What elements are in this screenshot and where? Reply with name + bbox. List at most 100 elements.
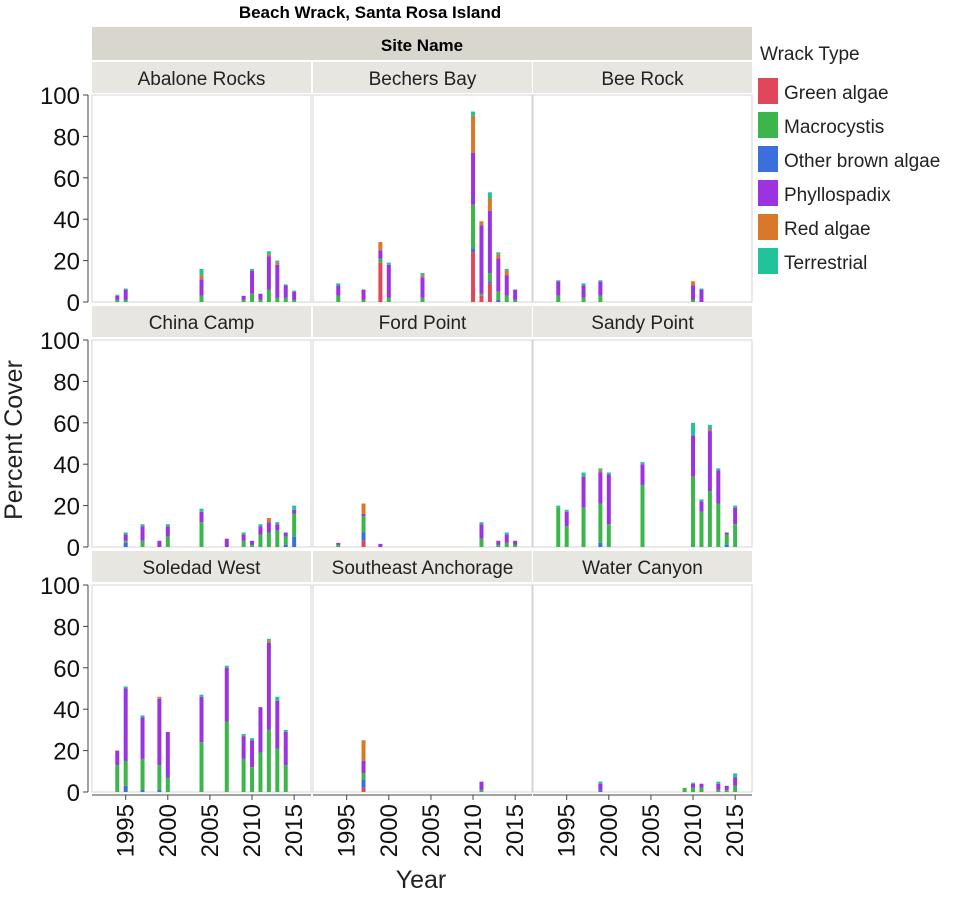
bar-segment-phyllospadix-china-camp-2011 — [258, 526, 263, 535]
bar-abalone-rocks-2014 — [283, 284, 288, 302]
bar-sandy-point-2015 — [733, 505, 738, 547]
panel-title-sandy-point: Sandy Point — [591, 313, 694, 334]
x-tick-label: 1995 — [554, 804, 581, 857]
bar-segment-other-brown-algae-bechers-bay-2010 — [471, 248, 476, 253]
panel-abalone-rocks: Abalone Rocks 0 20 40 60 80 100 — [40, 62, 312, 317]
bar-segment-other-brown-algae-sandy-point-2014 — [724, 544, 729, 547]
bar-segment-macrocystis-china-camp-2013 — [275, 530, 280, 547]
bar-segment-red-algae-soledad-west-2012 — [266, 640, 271, 643]
bar-bechers-bay-1994 — [336, 283, 341, 302]
bar-segment-phyllospadix-abalone-rocks-1995 — [123, 289, 128, 300]
bar-segment-phyllospadix-water-canyon-2014 — [724, 785, 729, 790]
bar-segment-phyllospadix-abalone-rocks-2009 — [241, 295, 246, 300]
y-tick-label: 100 — [40, 328, 80, 355]
bar-segment-phyllospadix-abalone-rocks-1994 — [115, 295, 120, 300]
panel-bechers-bay: Bechers Bay — [312, 62, 533, 303]
plot-area-water-canyon — [532, 584, 753, 793]
x-tick-label: 2010 — [239, 804, 266, 857]
legend-swatch-other-brown-algae — [758, 146, 778, 172]
bar-china-camp-2009 — [241, 532, 246, 547]
y-tick-label: 100 — [40, 83, 80, 110]
bar-segment-macrocystis-bee-rock-1994 — [556, 295, 561, 302]
bar-sandy-point-1999 — [598, 468, 603, 547]
bar-segment-terrestrial-bechers-bay-1994 — [336, 283, 341, 286]
bar-segment-phyllospadix-bee-rock-2010 — [691, 285, 696, 300]
y-tick-label: 0 — [67, 290, 80, 317]
bar-bechers-bay-2011 — [479, 221, 484, 302]
panel-title-china-camp: China Camp — [149, 313, 255, 334]
panel-title-southeast-anchorage: Southeast Anchorage — [332, 558, 514, 579]
bar-segment-macrocystis-abalone-rocks-2012 — [266, 289, 271, 302]
bar-soledad-west-2000 — [165, 731, 170, 792]
bar-segment-phyllospadix-china-camp-2015 — [292, 509, 297, 514]
bar-segment-macrocystis-china-camp-1997 — [140, 540, 145, 547]
panel-header-abalone-rocks — [92, 62, 311, 93]
bar-abalone-rocks-2012 — [266, 251, 271, 302]
panel-southeast-anchorage: Southeast Anchorage 1995 2000 2005 2010 2015 — [312, 551, 533, 857]
bar-segment-terrestrial-water-canyon-2010 — [691, 782, 696, 784]
bar-segment-macrocystis-abalone-rocks-2015 — [292, 299, 297, 302]
bar-segment-macrocystis-china-camp-2012 — [266, 532, 271, 547]
bar-water-canyon-2013 — [716, 781, 721, 792]
bar-ford-point-2014 — [504, 532, 509, 547]
bar-segment-phyllospadix-abalone-rocks-2013 — [275, 264, 280, 298]
bar-segment-phyllospadix-sandy-point-2004 — [640, 464, 645, 485]
bar-segment-macrocystis-bechers-bay-2011 — [479, 293, 484, 296]
bar-segment-macrocystis-sandy-point-1995 — [564, 526, 569, 547]
panel-header-bee-rock — [533, 62, 752, 93]
bar-segment-red-algae-abalone-rocks-2013 — [275, 262, 280, 265]
bar-segment-terrestrial-bee-rock-1997 — [581, 283, 586, 286]
x-axis-title: Year — [396, 866, 447, 892]
bar-segment-terrestrial-bechers-bay-2010 — [471, 111, 476, 116]
bar-abalone-rocks-2010 — [250, 268, 255, 302]
y-tick-label: 40 — [53, 697, 80, 724]
y-tick-label: 40 — [53, 207, 80, 234]
chart-title: Beach Wrack, Santa Rosa Island — [239, 3, 501, 22]
panels-layer: Abalone Rocks 0 20 40 60 80 100 Bechers Bay Bee … — [40, 62, 753, 857]
bar-segment-phyllospadix-china-camp-2014 — [283, 532, 288, 537]
bar-segment-phyllospadix-abalone-rocks-2011 — [258, 293, 263, 300]
bar-segment-other-brown-algae-sandy-point-1999 — [598, 542, 603, 547]
bar-segment-phyllospadix-china-camp-2000 — [165, 526, 170, 537]
bar-segment-other-brown-algae-soledad-west-1999 — [157, 789, 162, 792]
bar-abalone-rocks-2015 — [292, 290, 297, 302]
bar-segment-phyllospadix-ford-point-1999 — [378, 543, 383, 547]
bar-segment-phyllospadix-bee-rock-2011 — [699, 289, 704, 302]
legend-title: Wrack Type — [760, 44, 860, 65]
bar-segment-terrestrial-sandy-point-2013 — [716, 468, 721, 471]
bar-china-camp-1999 — [157, 540, 162, 547]
bar-segment-phyllospadix-soledad-west-2007 — [224, 667, 229, 722]
bar-sandy-point-1997 — [581, 472, 586, 547]
plot-area-ford-point — [312, 339, 533, 548]
bar-segment-red-algae-soledad-west-1999 — [157, 696, 162, 699]
bar-segment-terrestrial-soledad-west-2012 — [266, 638, 271, 641]
bar-ford-point-1997 — [361, 503, 366, 547]
bar-segment-terrestrial-china-camp-2011 — [258, 524, 263, 527]
bar-soledad-west-2010 — [250, 738, 255, 792]
bar-sandy-point-2000 — [606, 472, 611, 547]
bar-segment-phyllospadix-ford-point-1994 — [336, 542, 341, 545]
bar-segment-macrocystis-abalone-rocks-2011 — [258, 299, 263, 302]
bar-segment-macrocystis-bechers-bay-2015 — [513, 299, 518, 302]
bar-segment-terrestrial-water-canyon-2015 — [733, 773, 738, 778]
bar-segment-terrestrial-sandy-point-1997 — [581, 472, 586, 477]
bar-segment-red-algae-sandy-point-1999 — [598, 470, 603, 473]
bar-segment-macrocystis-soledad-west-2000 — [165, 777, 170, 792]
bar-water-canyon-2009 — [682, 787, 687, 792]
bar-southeast-anchorage-2011 — [479, 781, 484, 792]
panel-header-water-canyon — [533, 551, 752, 582]
legend-item-green-algae: Green algae — [758, 78, 889, 104]
bar-segment-red-algae-abalone-rocks-2012 — [266, 254, 271, 257]
bar-segment-macrocystis-soledad-west-2011 — [258, 752, 263, 792]
bar-segment-terrestrial-abalone-rocks-2013 — [275, 260, 280, 263]
bar-segment-terrestrial-sandy-point-2004 — [640, 462, 645, 465]
y-tick-label: 20 — [53, 494, 80, 521]
bar-segment-macrocystis-bechers-bay-1999 — [378, 258, 383, 263]
bar-segment-phyllospadix-china-camp-2012 — [266, 522, 271, 533]
legend-item-phyllospadix: Phyllospadix — [758, 180, 891, 206]
legend-swatch-terrestrial — [758, 248, 778, 274]
bar-bee-rock-1997 — [581, 283, 586, 302]
bar-soledad-west-2007 — [224, 665, 229, 792]
bar-soledad-west-1995 — [123, 686, 128, 792]
bar-segment-terrestrial-abalone-rocks-2015 — [292, 290, 297, 292]
